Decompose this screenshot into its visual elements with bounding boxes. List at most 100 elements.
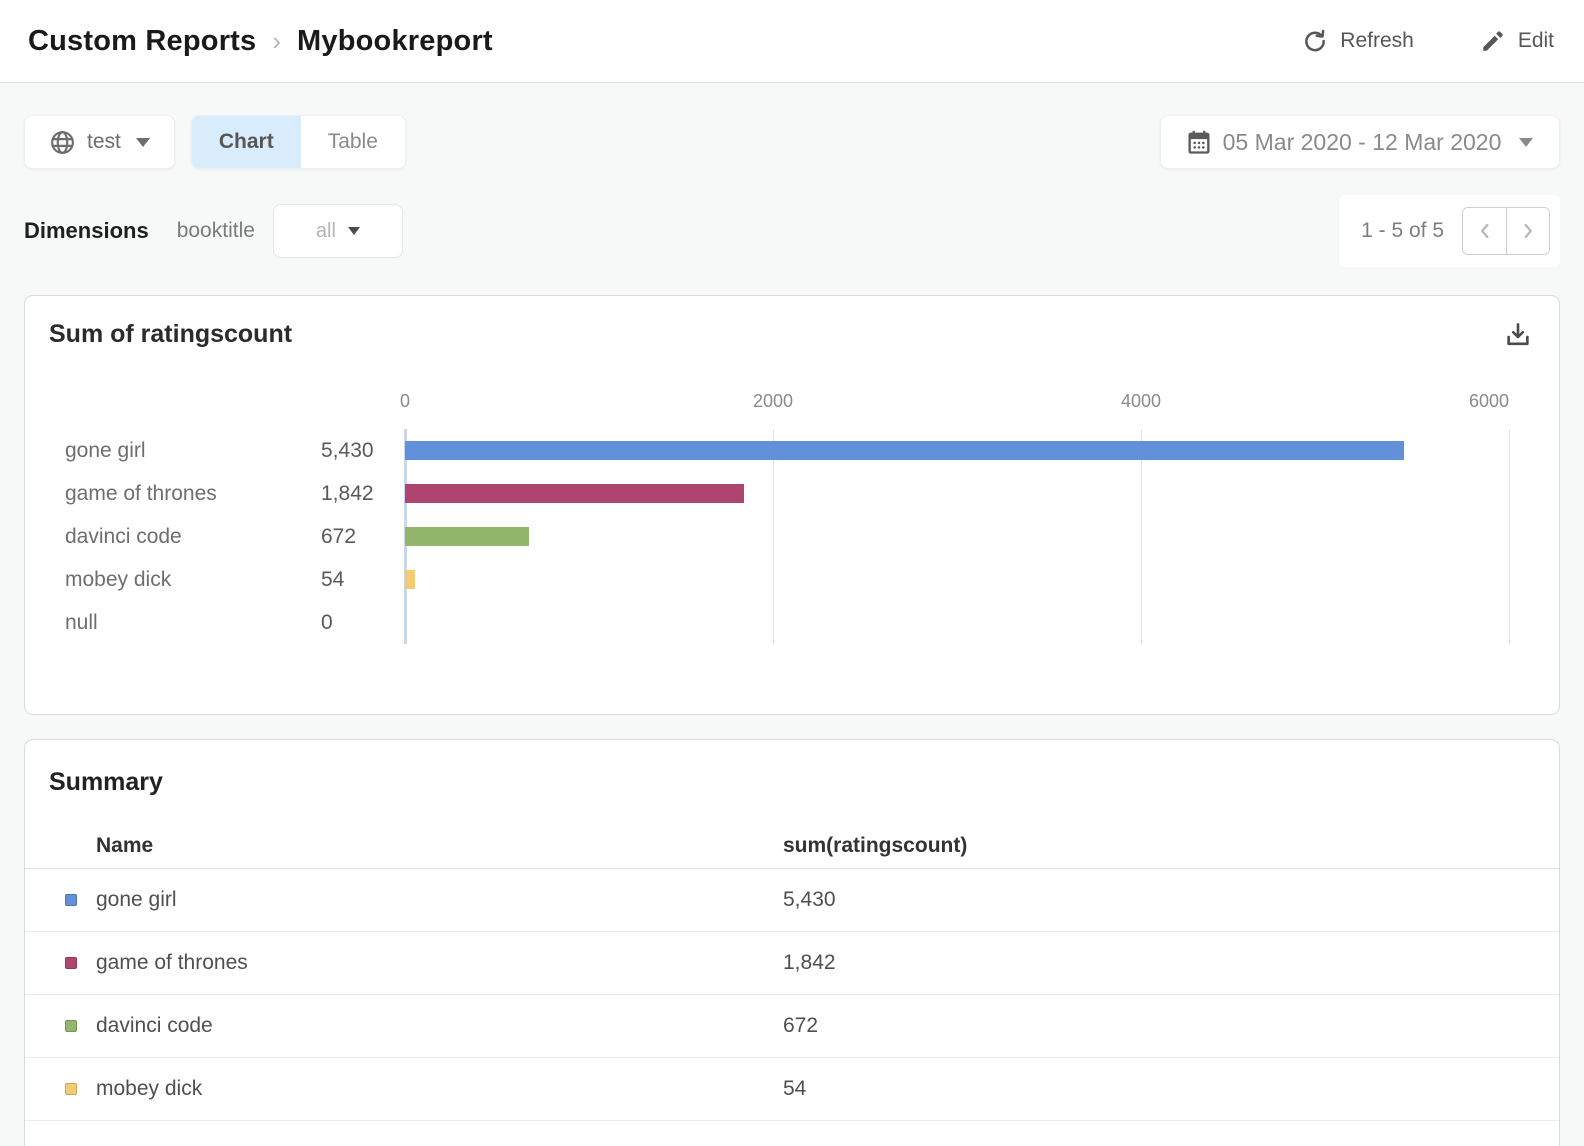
- chart-row: game of thrones 1,842: [49, 472, 1535, 515]
- bar-gone-girl[interactable]: [405, 441, 1405, 460]
- controls-row: test Chart Table 05 Mar 2020 - 12 Mar 202…: [24, 115, 1560, 169]
- x-axis-tick-label: 0: [399, 391, 411, 411]
- gridline: [1141, 429, 1142, 644]
- gridline: [1509, 429, 1510, 644]
- row-name: game of thrones: [96, 951, 248, 974]
- bar-track: [405, 441, 1509, 460]
- x-axis-tick-label: 6000: [1468, 391, 1509, 411]
- data-source-select[interactable]: test: [24, 115, 175, 169]
- refresh-label: Refresh: [1340, 29, 1414, 52]
- data-source-label: test: [87, 130, 121, 153]
- chevron-right-icon: [1517, 220, 1539, 242]
- pagination-next-button[interactable]: [1506, 208, 1549, 254]
- row-name: davinci code: [96, 1014, 213, 1037]
- pagination-range-text: 1 - 5 of 5: [1361, 219, 1444, 242]
- chevron-down-icon: [1519, 137, 1534, 147]
- category-value: 5,430: [321, 438, 374, 462]
- view-tabs: Chart Table: [190, 115, 406, 169]
- category-value: 672: [321, 524, 357, 548]
- column-header-sum: sum(ratingscount): [783, 833, 968, 857]
- summary-card: Summary Name sum(ratingscount) gone girl…: [24, 739, 1560, 1146]
- column-header-name: Name: [96, 833, 154, 857]
- summary-table-body: gone girl 5,430 game of thrones 1,842 davinc…: [25, 869, 1559, 1121]
- table-row: mobey dick 54: [25, 1058, 1559, 1121]
- chart-rows: gone girl 5,430 game of thrones 1,842 davinc…: [49, 417, 1535, 644]
- gridline: [773, 429, 774, 644]
- chevron-left-icon: [1474, 220, 1496, 242]
- table-cell-value: 54: [783, 1077, 807, 1100]
- breadcrumb-chevron-icon: ›: [272, 25, 282, 56]
- bar-track: [405, 570, 1509, 589]
- category-label: davinci code: [65, 524, 182, 548]
- category-label: null: [65, 610, 98, 634]
- dimensions-row: Dimensions booktitle all 1 - 5 of 5: [24, 195, 1560, 267]
- series-color-swatch: [65, 1020, 77, 1032]
- chevron-down-icon: [347, 227, 360, 235]
- bar-davinci-code[interactable]: [405, 527, 529, 546]
- bar-track: [405, 527, 1509, 546]
- page-header: Custom Reports › Mybookreport Refresh Ed…: [0, 0, 1584, 83]
- table-row: gone girl 5,430: [25, 869, 1559, 932]
- chart-row: mobey dick 54: [49, 558, 1535, 601]
- table-cell-value: 5,430: [783, 888, 836, 911]
- bar-chart: 0 2000 4000 6000 gone girl 5,430 game of thro…: [49, 391, 1535, 644]
- table-row: game of thrones 1,842: [25, 932, 1559, 995]
- chart-row: null 0: [49, 601, 1535, 644]
- category-value: 54: [321, 567, 345, 591]
- pagination: 1 - 5 of 5: [1339, 195, 1560, 267]
- table-cell-name: mobey dick: [25, 1077, 783, 1101]
- pencil-icon: [1480, 28, 1506, 54]
- refresh-button[interactable]: Refresh: [1302, 28, 1414, 54]
- edit-button[interactable]: Edit: [1480, 28, 1554, 54]
- x-axis-tick-label: 4000: [1120, 391, 1162, 411]
- table-cell-name: game of thrones: [25, 951, 783, 975]
- bar-game-of-thrones[interactable]: [405, 484, 744, 503]
- download-icon: [1503, 320, 1533, 350]
- table-cell-value: 1,842: [783, 951, 836, 974]
- bar-track: [405, 484, 1509, 503]
- breadcrumb: Custom Reports › Mybookreport: [28, 25, 493, 58]
- globe-icon: [49, 129, 76, 156]
- summary-table: Name sum(ratingscount) gone girl 5,430 gam…: [25, 823, 1559, 1121]
- x-axis-tick-label: 2000: [752, 391, 794, 411]
- row-name: gone girl: [96, 888, 177, 911]
- summary-table-header: Name sum(ratingscount): [25, 823, 1559, 869]
- download-button[interactable]: [1503, 320, 1533, 350]
- summary-title: Summary: [49, 768, 163, 796]
- table-cell-name: gone girl: [25, 888, 783, 912]
- bar-mobey-dick[interactable]: [405, 570, 415, 589]
- breadcrumb-report-name: Mybookreport: [297, 24, 493, 57]
- series-color-swatch: [65, 1083, 77, 1095]
- series-color-swatch: [65, 957, 77, 969]
- date-range-label: 05 Mar 2020 - 12 Mar 2020: [1222, 128, 1502, 155]
- pagination-prev-button[interactable]: [1463, 208, 1506, 254]
- category-value: 1,842: [321, 481, 374, 505]
- table-cell-name: davinci code: [25, 1014, 783, 1038]
- edit-label: Edit: [1517, 29, 1554, 52]
- dimension-field-name: booktitle: [176, 219, 255, 242]
- bar-track: [405, 613, 1509, 632]
- chevron-down-icon: [135, 137, 150, 147]
- category-value: 0: [321, 610, 333, 634]
- tab-table[interactable]: Table: [300, 116, 405, 168]
- x-axis-ticks: 0 2000 4000 6000: [400, 391, 1509, 417]
- category-label: gone girl: [65, 438, 146, 462]
- chart-title: Sum of ratingscount: [49, 320, 293, 348]
- table-cell-value: 672: [783, 1014, 819, 1037]
- dimensions-label: Dimensions: [24, 218, 149, 243]
- table-row: davinci code 672: [25, 995, 1559, 1058]
- chart-row: gone girl 5,430: [49, 429, 1535, 472]
- chart-row: davinci code 672: [49, 515, 1535, 558]
- row-name: mobey dick: [96, 1077, 203, 1100]
- category-label: game of thrones: [65, 481, 217, 505]
- series-color-swatch: [65, 894, 77, 906]
- refresh-icon: [1302, 28, 1328, 54]
- calendar-icon: [1185, 128, 1213, 156]
- dimension-filter-dropdown[interactable]: all: [272, 204, 403, 258]
- breadcrumb-custom-reports[interactable]: Custom Reports: [28, 24, 257, 57]
- dimension-filter-value: all: [315, 219, 336, 242]
- date-range-picker[interactable]: 05 Mar 2020 - 12 Mar 2020: [1160, 115, 1560, 169]
- tab-chart[interactable]: Chart: [191, 116, 301, 168]
- chart-card: Sum of ratingscount 0 2000 4000 6000 gone g…: [24, 295, 1560, 715]
- category-label: mobey dick: [65, 567, 172, 591]
